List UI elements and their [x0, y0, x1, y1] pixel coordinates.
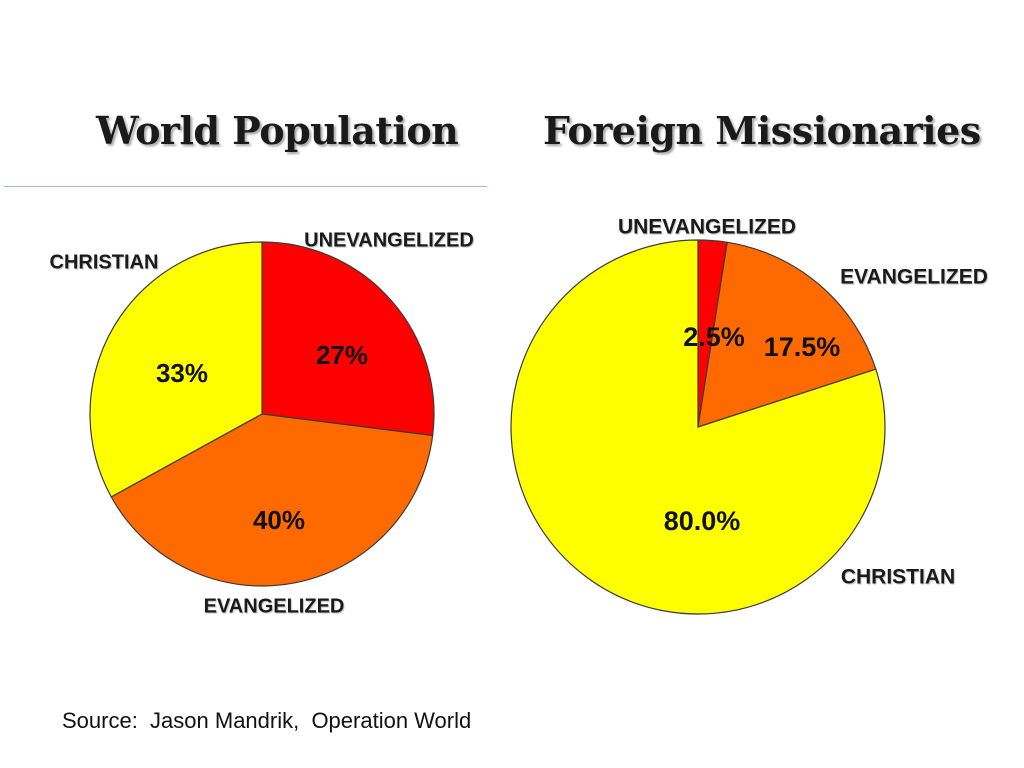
foreign-missionaries-percent-label-evangelized: 17.5%: [764, 332, 841, 362]
foreign-missionaries-pie-chart: 2.5% 17.5% 80.0% UNEVANGELIZED EVANGELIZED CH…: [510, 216, 988, 615]
world-population-percent-label-evangelized: 40%: [253, 505, 305, 535]
world-population-title: World Population: [96, 108, 459, 153]
foreign-missionaries-slice-evangelized: [697, 241, 877, 428]
world-population-slice-christian: [89, 241, 263, 498]
world-population-percent-label-christian: 33%: [156, 358, 208, 388]
foreign-missionaries-category-label-evangelized: EVANGELIZED: [840, 266, 988, 289]
foreign-missionaries-category-label-unevangelized: UNEVANGELIZED: [618, 216, 796, 239]
world-population-category-label-christian: CHRISTIAN: [50, 251, 159, 273]
foreign-missionaries-percent-label-unevangelized: 2.5%: [683, 322, 745, 352]
source-citation: Source: Jason Mandrik, Operation World: [62, 708, 472, 733]
world-population-category-label-unevangelized: UNEVANGELIZED: [304, 229, 474, 251]
world-population-chart-panel: 27% 40% 33% UNEVANGELIZED EVANGELIZED CHRISTI…: [4, 186, 487, 635]
foreign-missionaries-percent-label-christian: 80.0%: [664, 506, 741, 536]
world-population-pie-chart: 27% 40% 33% UNEVANGELIZED EVANGELIZED CHRISTI…: [50, 229, 474, 617]
world-population-percent-label-unevangelized: 27%: [316, 340, 368, 370]
world-population-slice-evangelized: [110, 413, 434, 587]
world-population-category-label-evangelized: EVANGELIZED: [204, 595, 345, 617]
foreign-missionaries-chart-panel: 2.5% 17.5% 80.0% UNEVANGELIZED EVANGELIZED CH…: [500, 186, 1016, 634]
world-population-slice-unevangelized: [261, 241, 435, 437]
foreign-missionaries-title: Foreign Missionaries: [543, 108, 981, 153]
foreign-missionaries-slice-christian: [510, 239, 886, 615]
foreign-missionaries-category-label-christian: CHRISTIAN: [841, 566, 955, 589]
